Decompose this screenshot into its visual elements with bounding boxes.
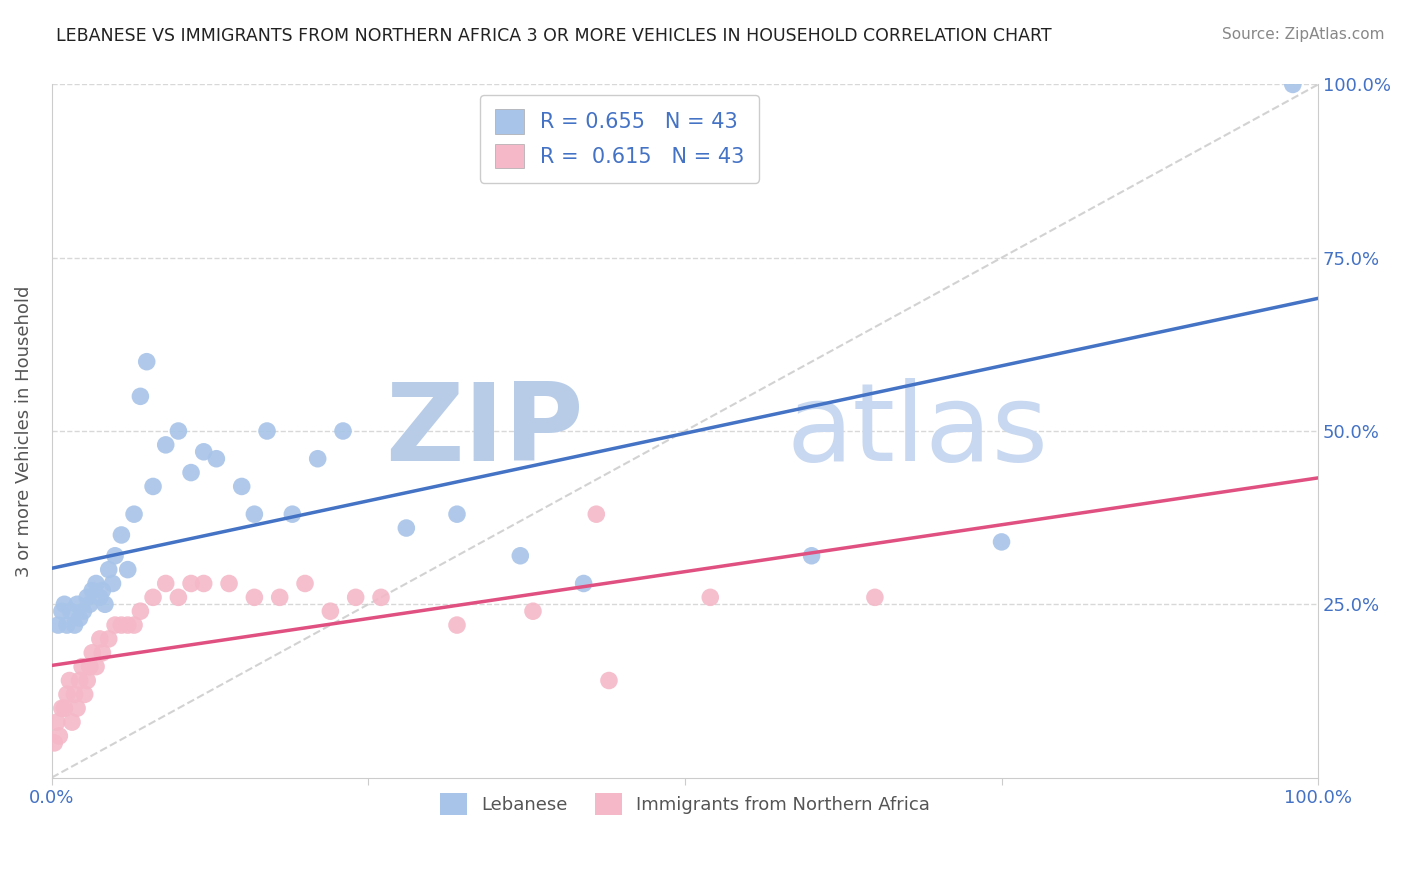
Point [180, 576, 202, 591]
Point [1281, 78, 1303, 92]
Point [82, 646, 104, 660]
Point [332, 424, 354, 438]
Point [66, 597, 89, 611]
Point [585, 507, 607, 521]
Point [76, 591, 98, 605]
Point [104, 549, 127, 563]
Point [446, 618, 468, 632]
Point [69, 673, 91, 688]
Point [72, 604, 94, 618]
Point [370, 591, 392, 605]
Point [122, 618, 145, 632]
Point [193, 444, 215, 458]
Point [231, 479, 253, 493]
Point [522, 604, 544, 618]
Text: ZIP: ZIP [385, 378, 583, 484]
Point [46, 618, 69, 632]
Point [101, 576, 124, 591]
Text: atlas: atlas [786, 378, 1049, 484]
Point [180, 466, 202, 480]
Point [110, 618, 132, 632]
Point [45, 715, 67, 730]
Point [117, 563, 139, 577]
Point [294, 576, 316, 591]
Point [63, 687, 86, 701]
Point [243, 507, 266, 521]
Point [104, 618, 127, 632]
Point [572, 576, 595, 591]
Point [58, 673, 80, 688]
Point [51, 604, 73, 618]
Point [395, 521, 418, 535]
Point [307, 451, 329, 466]
Point [319, 604, 342, 618]
Point [699, 591, 721, 605]
Point [89, 632, 111, 646]
Point [89, 591, 111, 605]
Point [117, 618, 139, 632]
Point [142, 591, 165, 605]
Point [59, 604, 82, 618]
Point [110, 528, 132, 542]
Point [73, 687, 96, 701]
Point [66, 701, 89, 715]
Point [281, 507, 304, 521]
Point [51, 701, 73, 715]
Point [135, 354, 157, 368]
Text: Source: ZipAtlas.com: Source: ZipAtlas.com [1222, 27, 1385, 42]
Point [167, 591, 190, 605]
Point [155, 438, 177, 452]
Point [205, 451, 228, 466]
Point [69, 611, 91, 625]
Point [44, 736, 66, 750]
Point [79, 659, 101, 673]
Point [122, 507, 145, 521]
Point [446, 507, 468, 521]
Point [863, 591, 886, 605]
Point [63, 618, 86, 632]
Point [269, 591, 291, 605]
Point [91, 646, 114, 660]
Point [56, 618, 79, 632]
Point [84, 576, 107, 591]
Point [48, 729, 70, 743]
Text: LEBANESE VS IMMIGRANTS FROM NORTHERN AFRICA 3 OR MORE VEHICLES IN HOUSEHOLD CORR: LEBANESE VS IMMIGRANTS FROM NORTHERN AFR… [56, 27, 1052, 45]
Point [155, 576, 177, 591]
Point [53, 597, 76, 611]
Point [76, 673, 98, 688]
Point [82, 583, 104, 598]
Point [97, 563, 120, 577]
Point [53, 701, 76, 715]
Point [94, 597, 117, 611]
Point [243, 591, 266, 605]
Point [129, 389, 152, 403]
Point [56, 687, 79, 701]
Point [256, 424, 278, 438]
Point [509, 549, 531, 563]
Legend: Lebanese, Immigrants from Northern Africa: Lebanese, Immigrants from Northern Afric… [430, 784, 939, 824]
Point [598, 673, 620, 688]
Point [142, 479, 165, 493]
Point [129, 604, 152, 618]
Point [79, 597, 101, 611]
Y-axis label: 3 or more Vehicles in Household: 3 or more Vehicles in Household [15, 285, 32, 577]
Point [800, 549, 823, 563]
Point [193, 576, 215, 591]
Point [91, 583, 114, 598]
Point [167, 424, 190, 438]
Point [218, 576, 240, 591]
Point [97, 632, 120, 646]
Point [60, 715, 83, 730]
Point [990, 535, 1012, 549]
Point [84, 659, 107, 673]
Point [70, 659, 93, 673]
Point [344, 591, 367, 605]
